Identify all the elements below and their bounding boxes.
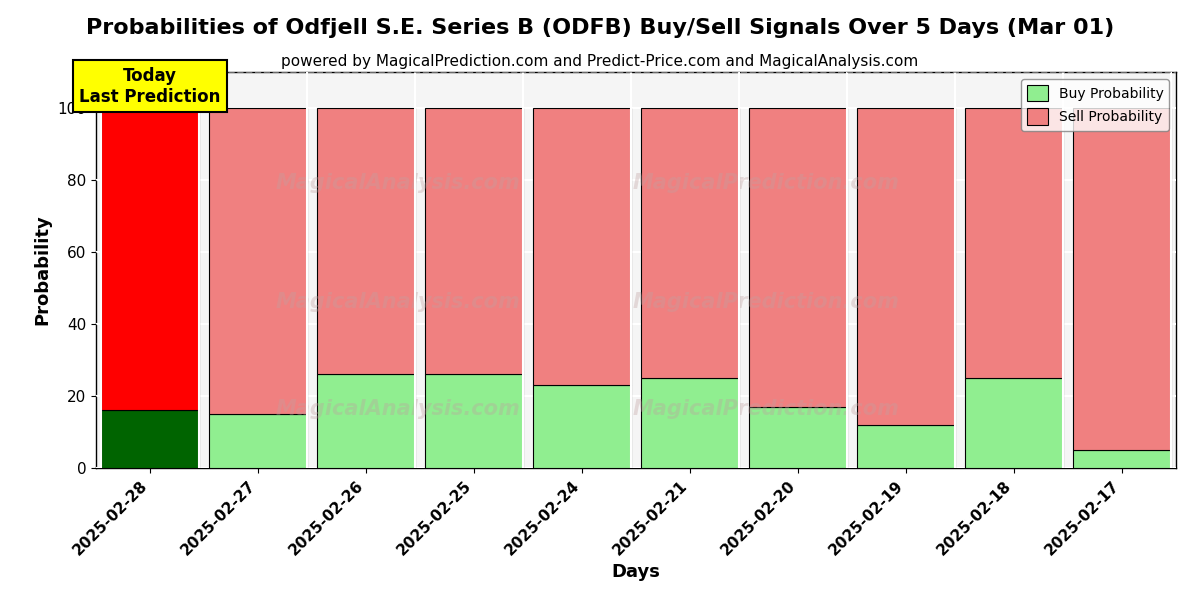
Text: MagicalPrediction.com: MagicalPrediction.com <box>632 398 899 419</box>
Text: MagicalPrediction.com: MagicalPrediction.com <box>632 173 899 193</box>
X-axis label: Days: Days <box>612 563 660 581</box>
Bar <box>533 108 631 385</box>
Text: MagicalPrediction.com: MagicalPrediction.com <box>632 292 899 311</box>
Text: Today
Last Prediction: Today Last Prediction <box>79 67 221 106</box>
Bar <box>1074 450 1171 468</box>
Bar <box>210 414 307 468</box>
Bar <box>749 407 847 468</box>
Y-axis label: Probability: Probability <box>34 215 52 325</box>
Bar <box>425 108 522 374</box>
Bar <box>317 374 415 468</box>
Text: MagicalAnalysis.com: MagicalAnalysis.com <box>276 398 521 419</box>
Bar <box>101 108 199 410</box>
Bar <box>425 374 522 468</box>
Text: Probabilities of Odfjell S.E. Series B (ODFB) Buy/Sell Signals Over 5 Days (Mar : Probabilities of Odfjell S.E. Series B (… <box>86 18 1114 38</box>
Bar <box>965 378 1063 468</box>
Bar <box>641 108 739 378</box>
Bar <box>1074 108 1171 450</box>
Bar <box>641 378 739 468</box>
Bar <box>317 108 415 374</box>
Bar <box>965 108 1063 378</box>
Text: MagicalAnalysis.com: MagicalAnalysis.com <box>276 173 521 193</box>
Text: powered by MagicalPrediction.com and Predict-Price.com and MagicalAnalysis.com: powered by MagicalPrediction.com and Pre… <box>281 54 919 69</box>
Bar <box>857 108 955 425</box>
Bar <box>749 108 847 407</box>
Text: MagicalAnalysis.com: MagicalAnalysis.com <box>276 292 521 311</box>
Bar <box>101 410 199 468</box>
Bar <box>857 425 955 468</box>
Bar <box>533 385 631 468</box>
Bar <box>210 108 307 414</box>
Legend: Buy Probability, Sell Probability: Buy Probability, Sell Probability <box>1021 79 1169 131</box>
